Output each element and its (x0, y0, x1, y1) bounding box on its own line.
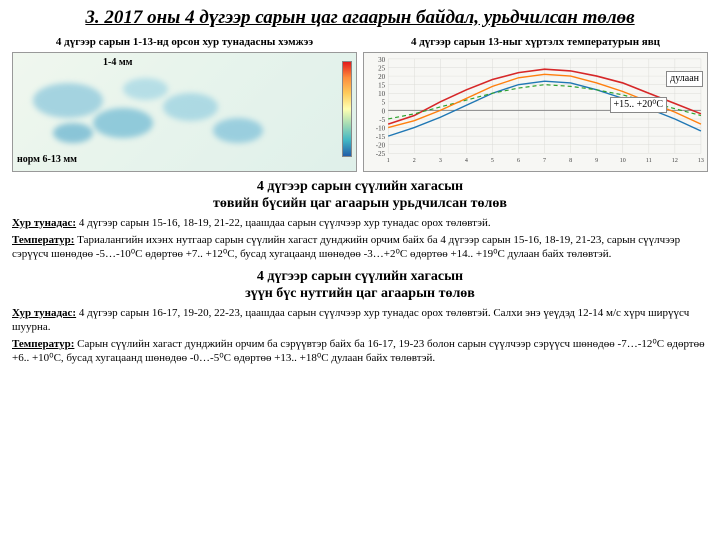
svg-text:25: 25 (378, 64, 386, 72)
section1-heading: 4 дүгээр сарын сүүлийн хагасынтөвийн бүс… (12, 178, 708, 213)
temp-label-2: Температур: (12, 338, 74, 350)
section2-temp: Температур: Сарын сүүлийн хагаст дунджий… (12, 338, 708, 366)
svg-text:11: 11 (646, 158, 652, 164)
svg-text:6: 6 (517, 158, 520, 164)
precip-text: 4 дүгээр сарын 15-16, 18-19, 21-22, цааш… (76, 217, 490, 229)
svg-text:0: 0 (382, 107, 386, 115)
chart-label-warm: дулаан (666, 71, 703, 88)
svg-text:1: 1 (387, 158, 390, 164)
temperature-chart: -25-20-15-10-505101520253012345678910111… (363, 52, 708, 172)
map-label-top: 1-4 мм (103, 57, 132, 70)
page-title: 3. 2017 оны 4 дүгээр сарын цаг агаарын б… (12, 6, 708, 30)
section1-temp: Температур: Тариалангийн ихэнх нутгаар с… (12, 234, 708, 262)
svg-text:9: 9 (595, 158, 598, 164)
svg-text:3: 3 (439, 158, 442, 164)
map-label-bottom: норм 6-13 мм (17, 154, 77, 167)
temp-label: Температур: (12, 234, 74, 246)
svg-text:2: 2 (413, 158, 416, 164)
svg-text:-10: -10 (376, 124, 386, 132)
precip-map: 1-4 мм норм 6-13 мм (12, 52, 357, 172)
svg-text:12: 12 (672, 158, 678, 164)
svg-text:13: 13 (698, 158, 704, 164)
svg-text:7: 7 (543, 158, 546, 164)
precip-text-2: 4 дүгээр сарын 16-17, 19-20, 22-23, цааш… (12, 307, 689, 333)
svg-text:-20: -20 (376, 141, 386, 149)
svg-text:-15: -15 (376, 133, 386, 141)
color-scale (342, 61, 352, 157)
map-figure: 4 дүгээр сарын 1-13-нд орсон хур тунадас… (12, 36, 357, 172)
svg-text:30: 30 (378, 55, 386, 63)
section2-precip: Хур тунадас: 4 дүгээр сарын 16-17, 19-20… (12, 307, 708, 335)
temp-text-2: Сарын сүүлийн хагаст дунджийн орчим ба с… (12, 338, 705, 364)
map-title: 4 дүгээр сарын 1-13-нд орсон хур тунадас… (12, 36, 357, 50)
svg-text:10: 10 (378, 90, 386, 98)
precip-label: Хур тунадас: (12, 217, 76, 229)
chart-title: 4 дүгээр сарын 13-ныг хүртэлх температур… (363, 36, 708, 50)
svg-text:10: 10 (620, 158, 626, 164)
chart-figure: 4 дүгээр сарын 13-ныг хүртэлх температур… (363, 36, 708, 172)
svg-text:5: 5 (382, 98, 386, 106)
precip-label-2: Хур тунадас: (12, 307, 76, 319)
figures-row: 4 дүгээр сарын 1-13-нд орсон хур тунадас… (12, 36, 708, 172)
svg-text:15: 15 (378, 81, 386, 89)
section1-precip: Хур тунадас: 4 дүгээр сарын 15-16, 18-19… (12, 217, 708, 231)
svg-text:4: 4 (465, 158, 468, 164)
svg-text:-25: -25 (376, 150, 386, 158)
svg-text:8: 8 (569, 158, 572, 164)
svg-text:5: 5 (491, 158, 494, 164)
chart-label-range: +15.. +20⁰С (610, 97, 667, 114)
svg-text:20: 20 (378, 73, 386, 81)
svg-text:-5: -5 (379, 115, 385, 123)
temp-text: Тариалангийн ихэнх нутгаар сарын сүүлийн… (12, 234, 680, 260)
section2-heading: 4 дүгээр сарын сүүлийн хагасынзүүн бүс н… (12, 268, 708, 303)
